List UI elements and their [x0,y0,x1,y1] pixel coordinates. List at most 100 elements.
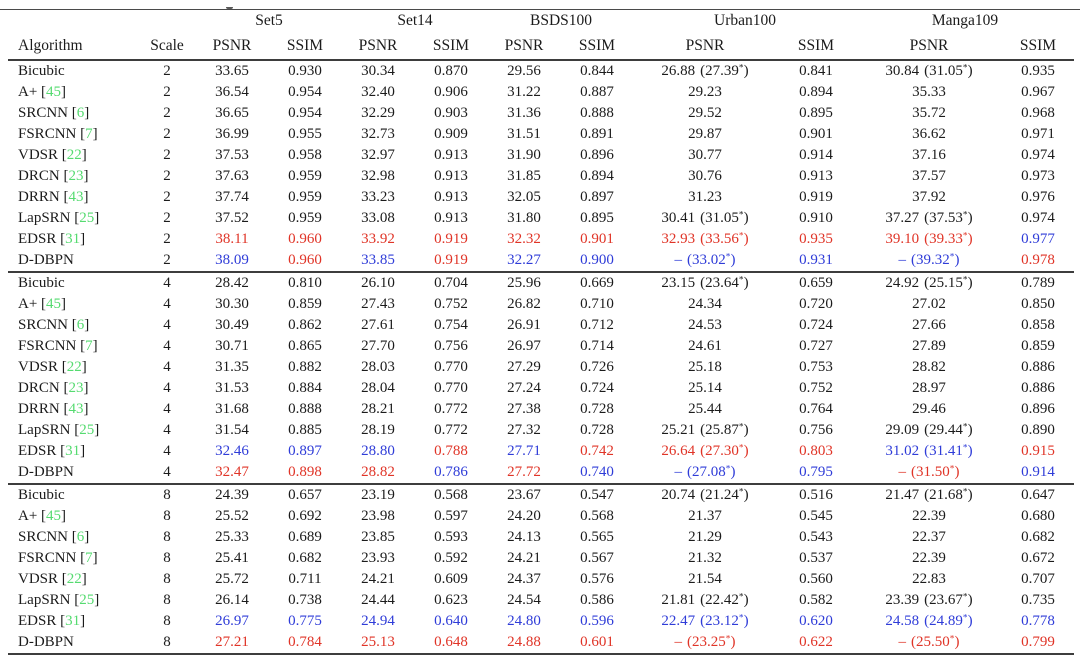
scale-value: 2 [163,147,171,163]
table-row: SRCNN [6] 2 36.65 0.954 32.29 0.903 31.36 0.888… [8,103,1074,124]
citation-link[interactable]: 7 [85,550,93,566]
citation-link[interactable]: 6 [76,529,85,545]
table-row: EDSR [31] 2 38.11 0.960 33.92 0.919 32.32 0.901… [8,229,1074,250]
metric-value: 0.919 [799,189,833,205]
cell-manga109-ssim: 0.886 [1002,357,1074,378]
cell-urban100-ssim: 0.756 [776,420,856,441]
cell-set5-psnr: 25.33 [196,527,268,548]
citation-link[interactable]: 45 [46,84,62,100]
algorithm-name: Bicubic [8,272,138,294]
metric-value: 30.84 [885,63,920,79]
metric-value: 0.901 [799,126,833,142]
scale-value: 4 [163,443,171,459]
metric-value: 0.974 [1021,210,1055,226]
cell-urban100-ssim: 0.931 [776,250,856,272]
cell-manga109-psnr: 28.97 [856,378,1002,399]
cell-manga109-ssim: 0.978 [1002,250,1074,272]
metric-value: 25.96 [507,275,541,291]
citation-link[interactable]: 25 [79,422,95,438]
cell-urban100-psnr: 24.53 [634,315,776,336]
citation-link[interactable]: 23 [68,168,84,184]
cell-urban100-psnr: 21.54 [634,569,776,590]
metric-value: 0.841 [799,63,833,79]
cell-urban100-ssim: 0.914 [776,145,856,166]
cell-bsds100-psnr: 23.67 [488,484,560,506]
table-row: DRRN [43] 2 37.74 0.959 33.23 0.913 32.05 0.897… [8,187,1074,208]
scale-value: 8 [163,508,171,524]
table-row: VDSR [22] 4 31.35 0.882 28.03 0.770 27.29 0.726… [8,357,1074,378]
metric-value: 27.38 [507,401,541,417]
algorithm-name: Bicubic [8,484,138,506]
citation-link[interactable]: 43 [68,189,84,205]
citation-link[interactable]: 45 [46,296,62,312]
metric-value: – [898,634,907,650]
metric-value: 0.547 [580,487,614,503]
cell-bsds100-ssim: 0.900 [560,250,634,272]
citation-link[interactable]: 7 [85,338,93,354]
cell-bsds100-ssim: 0.897 [560,187,634,208]
cell-bsds100-ssim: 0.586 [560,590,634,611]
cell-set5-psnr: 32.47 [196,462,268,484]
citation-link[interactable]: 31 [65,613,81,629]
star-superscript: * [962,613,968,624]
citation-link[interactable]: 22 [66,571,82,587]
metric-value: 0.772 [434,422,468,438]
star-superscript: * [962,210,968,221]
metric-value: 24.13 [507,529,541,545]
cell-manga109-psnr: 37.92 [856,187,1002,208]
header-bsds100-ssim: SSIM [578,36,616,54]
metric-value: 31.23 [688,189,722,205]
cell-set14-psnr: 33.85 [342,250,414,272]
citation-link[interactable]: 31 [65,231,81,247]
metric-value: 32.40 [361,84,395,100]
metric-value: 28.97 [912,380,946,396]
cell-urban100-psnr: 21.29 [634,527,776,548]
metric-value: 24.21 [507,550,541,566]
metric-value: 0.913 [434,210,468,226]
citation-link[interactable]: 22 [66,147,82,163]
metric-value: 0.850 [1021,296,1055,312]
metric-value: 0.919 [434,252,468,268]
cell-urban100-ssim: 0.516 [776,484,856,506]
cell-set14-psnr: 32.98 [342,166,414,187]
metric-value: – [674,464,683,480]
star-superscript: * [949,464,955,475]
cell-bsds100-psnr: 31.90 [488,145,560,166]
metric-value: 0.682 [288,550,322,566]
metric-value: 35.33 [912,84,946,100]
cell-urban100-psnr: 30.77 [634,145,776,166]
citation-link[interactable]: 31 [65,443,81,459]
citation-link[interactable]: 6 [76,317,85,333]
cell-set5-psnr: 28.42 [196,272,268,294]
cell-manga109-ssim: 0.968 [1002,103,1074,124]
metric-value: 30.76 [688,168,722,184]
metric-value-self-ensemble: (23.64*) [700,275,749,291]
algorithm-label: LapSRN [18,210,71,226]
metric-value: 36.62 [912,126,946,142]
metric-value: 0.870 [434,63,468,79]
citation-link[interactable]: 43 [68,401,84,417]
table-row: SRCNN [6] 4 30.49 0.862 27.61 0.754 26.91 0.712… [8,315,1074,336]
citation-link[interactable]: 23 [68,380,84,396]
metric-value: 0.742 [580,443,614,459]
metric-value: 0.724 [580,380,614,396]
citation-link[interactable]: 7 [85,126,93,142]
cell-bsds100-psnr: 31.51 [488,124,560,145]
citation-link[interactable]: 25 [79,592,95,608]
metric-value: 32.05 [507,189,541,205]
algorithm-label: DRCN [18,380,60,396]
metric-value: 26.14 [215,592,249,608]
metric-value: 0.711 [288,571,322,587]
algorithm-name: LapSRN [25] [18,422,100,438]
citation-link[interactable]: 25 [79,210,95,226]
algorithm-label: D-DBPN [18,252,74,268]
cell-urban100-ssim: 0.764 [776,399,856,420]
scale-4-block: Bicubic 4 28.42 0.810 26.10 0.704 25.96 0.669 23… [8,272,1075,484]
citation-link[interactable]: 6 [76,105,85,121]
cell-set14-ssim: 0.623 [414,590,488,611]
cell-bsds100-psnr: 24.80 [488,611,560,632]
metric-value: 24.80 [507,613,541,629]
citation-link[interactable]: 22 [66,359,82,375]
citation-link[interactable]: 45 [46,508,62,524]
table-row: SRCNN [6] 8 25.33 0.689 23.85 0.593 24.13 0.565… [8,527,1074,548]
